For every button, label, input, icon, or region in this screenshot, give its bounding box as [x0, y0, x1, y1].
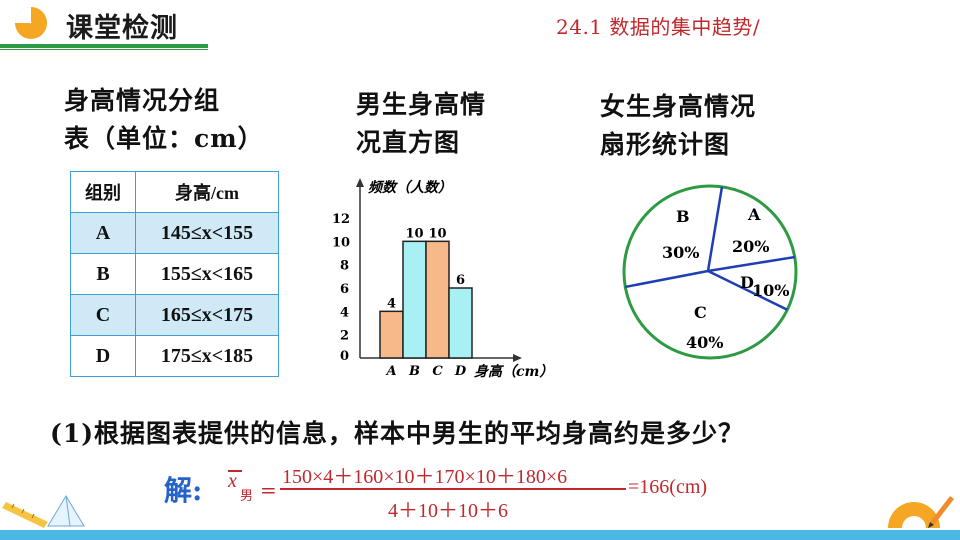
mean-variable: x — [228, 470, 237, 492]
table-header-group: 组别 — [70, 171, 136, 213]
table-row: A 145≤x<155 — [70, 212, 279, 254]
table-cell-group: A — [70, 212, 136, 254]
pie-caption: 女生身高情况 扇形统计图 — [600, 88, 756, 164]
mean-subscript: 男 — [240, 489, 254, 504]
pie-slice-name: C — [694, 303, 707, 322]
y-axis-label: 频数（人数） — [368, 179, 452, 196]
bar-C — [425, 240, 450, 359]
pie-slice-boundary — [706, 186, 724, 272]
pie-caption-line1: 女生身高情况 — [600, 92, 757, 121]
mean-bar — [228, 470, 242, 472]
histogram-caption-line2: 况直方图 — [356, 128, 461, 157]
table-header-height: 身高/cm — [135, 171, 279, 213]
pie-logo-icon — [15, 7, 47, 39]
pie-chart: A 20% B 30% C 40% D10% — [622, 184, 798, 360]
fraction-denominator: 4＋10＋10＋6 — [388, 500, 508, 522]
solution-result: =166(cm) — [628, 476, 708, 498]
bar-B — [402, 240, 427, 359]
bar-value-label: 4 — [387, 296, 396, 311]
y-axis-arrow-icon — [356, 178, 364, 187]
y-tick-label: 4 — [340, 305, 349, 320]
pie-slice-percent: 30% — [662, 243, 699, 262]
x-axis-arrow-icon — [513, 354, 522, 362]
table-cell-group: D — [70, 335, 136, 377]
y-tick-label: 10 — [332, 235, 350, 250]
table-row: D 175≤x<185 — [70, 335, 279, 377]
table-caption-line2: 表（单位：cm） — [64, 124, 264, 153]
table-caption-line1: 身高情况分组 — [64, 86, 221, 115]
pie-caption-line2: 扇形统计图 — [600, 130, 731, 159]
pie-slice-name: D — [740, 273, 754, 292]
bar-value-label: 10 — [428, 226, 446, 241]
equals-sign: = — [260, 478, 277, 502]
histogram-caption: 男生身高情 况直方图 — [356, 86, 486, 162]
histogram-chart: 频数（人数） 身高（cm） 0 2 4 6 8 10 12 4 A 10 B 10 C 6 D — [332, 178, 553, 380]
pie-slice-boundary — [707, 255, 795, 273]
bar-A — [379, 310, 404, 359]
table-caption: 身高情况分组 表（单位：cm） — [64, 82, 264, 158]
x-tick-label: D — [454, 364, 467, 379]
chapter-label: 24.1 数据的集中趋势/ — [556, 15, 761, 39]
x-tick-label: A — [384, 364, 396, 379]
table-header-row: 组别 身高/cm — [70, 171, 279, 213]
title-underline-thin — [0, 49, 208, 50]
table-cell-group: B — [70, 253, 136, 295]
table-cell-range: 155≤x<165 — [135, 253, 279, 295]
pie-slice-name: A — [747, 205, 761, 224]
bottom-bar — [0, 530, 960, 540]
y-tick-labels: 0 2 4 6 8 10 12 — [332, 212, 350, 364]
table-cell-range: 175≤x<185 — [135, 335, 279, 377]
protractor-pencil-icon — [888, 496, 954, 528]
y-tick-label: 6 — [340, 282, 349, 297]
fraction-bar — [280, 488, 626, 490]
histogram-bars: 4 A 10 B 10 C 6 D — [379, 226, 473, 379]
pie-slice-name: B — [676, 207, 690, 226]
page-title: 课堂检测 — [66, 13, 178, 44]
histogram-caption-line1: 男生身高情 — [356, 90, 487, 119]
bar-value-label: 6 — [456, 273, 465, 288]
pyramid-icon — [47, 495, 85, 527]
pie-slice-percent: 10% — [752, 281, 789, 300]
y-tick-label: 12 — [332, 212, 350, 227]
pie-slice-boundary — [625, 269, 709, 289]
table-cell-range: 145≤x<155 — [135, 212, 279, 254]
y-tick-label: 2 — [340, 329, 349, 344]
x-tick-label: B — [408, 364, 420, 379]
pie-slice-percent: 20% — [732, 237, 769, 256]
bar-D — [448, 287, 473, 359]
pie-slice-boundary — [707, 269, 788, 311]
solution-label: 解: — [164, 474, 203, 507]
table-cell-group: C — [70, 294, 136, 336]
question-text: (1)根据图表提供的信息，样本中男生的平均身高约是多少？ — [50, 419, 745, 448]
fraction-numerator: 150×4＋160×10＋170×10＋180×6 — [282, 466, 568, 488]
height-group-table: 组别 身高/cm A 145≤x<155 B 155≤x<165 C 165≤x… — [70, 171, 279, 377]
y-tick-label: 0 — [340, 349, 349, 364]
x-tick-label: C — [432, 364, 443, 379]
title-underline — [0, 44, 208, 48]
pie-slices: A 20% B 30% C 40% D10% — [622, 184, 798, 360]
pie-slice-percent: 40% — [686, 333, 723, 352]
table-row: B 155≤x<165 — [70, 253, 279, 295]
bar-value-label: 10 — [405, 226, 423, 241]
y-tick-label: 8 — [340, 259, 349, 274]
ruler-icon — [2, 502, 48, 528]
table-row: C 165≤x<175 — [70, 294, 279, 336]
x-axis-label: 身高（cm） — [474, 363, 553, 380]
table-cell-range: 165≤x<175 — [135, 294, 279, 336]
